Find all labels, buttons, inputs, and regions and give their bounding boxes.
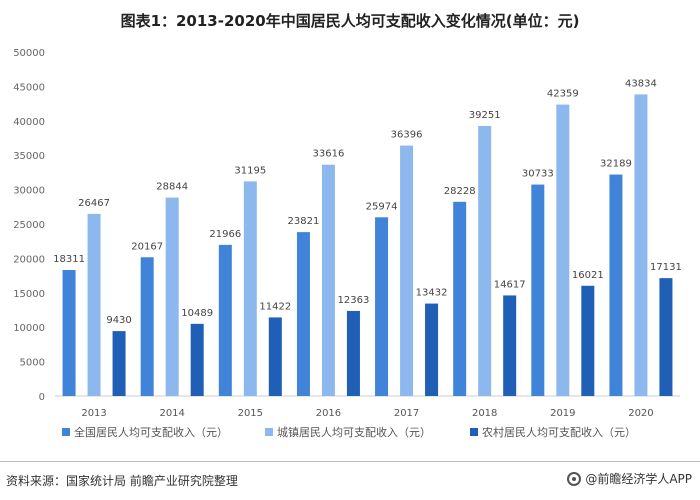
bar: [321, 164, 335, 396]
y-tick-label: 40000: [13, 117, 45, 128]
x-tick-label: 2015: [238, 408, 263, 419]
data-label: 9430: [106, 315, 131, 326]
bar: [87, 213, 101, 396]
bar: [243, 181, 257, 396]
bar: [140, 257, 154, 396]
bar: [268, 317, 282, 396]
bar: [165, 197, 179, 396]
x-tick-label: 2017: [394, 408, 419, 419]
x-tick-label: 2016: [316, 408, 341, 419]
y-axis: 0 5000 10000 15000 20000 25000 30000 35000 40000…: [13, 48, 45, 403]
y-tick-label: 5000: [20, 358, 45, 369]
bar: [478, 125, 492, 396]
x-tick-label: 2014: [159, 408, 184, 419]
y-tick-label: 45000: [13, 82, 45, 93]
data-label: 23821: [288, 216, 320, 227]
bar: [634, 94, 648, 396]
brand-label: @前瞻经济学人APP: [567, 470, 692, 487]
brand-text: @前瞻经济学人APP: [585, 472, 692, 486]
data-label: 31195: [234, 165, 266, 176]
bar: [190, 323, 204, 396]
bar: [659, 278, 673, 396]
data-label: 42359: [547, 89, 579, 100]
bar: [375, 217, 389, 396]
data-label: 11422: [259, 301, 291, 312]
footer-divider: [0, 461, 700, 462]
brand-logo-icon: [567, 471, 582, 486]
bar: [400, 145, 414, 396]
bar-chart: 0 5000 10000 15000 20000 25000 30000 35000 40000…: [13, 48, 682, 439]
data-label: 33616: [313, 149, 345, 160]
data-label: 39251: [469, 110, 501, 121]
data-label: 32189: [600, 159, 632, 170]
bar: [581, 285, 595, 396]
bar: [425, 303, 439, 396]
data-label: 16021: [572, 270, 604, 281]
data-label: 26467: [78, 198, 110, 209]
x-tick-label: 2018: [472, 408, 497, 419]
bar: [112, 331, 126, 396]
y-tick-label: 50000: [13, 48, 45, 59]
bar: [346, 310, 360, 396]
y-tick-label: 15000: [13, 289, 45, 300]
bar: [503, 295, 517, 396]
source-note: 资料来源：国家统计局 前瞻产业研究院整理: [6, 474, 238, 488]
legend-swatch: [62, 428, 70, 436]
legend: 全国居民人均可支配收入（元） 城镇居民人均可支配收入（元） 农村居民人均可支配收入（…: [62, 425, 636, 439]
data-label: 12363: [338, 295, 370, 306]
bars-group: 18311 26467 9430 20167 28844 10489 21966 31195 1…: [53, 78, 682, 397]
data-label: 13432: [416, 288, 448, 299]
data-label: 14617: [494, 279, 526, 290]
data-label: 21966: [209, 229, 241, 240]
data-label: 28844: [156, 182, 188, 193]
data-label: 30733: [522, 169, 554, 180]
x-tick-label: 2013: [81, 408, 106, 419]
data-label: 36396: [391, 130, 423, 141]
bar: [609, 174, 623, 396]
data-label: 17131: [650, 262, 682, 273]
data-label: 25974: [366, 201, 398, 212]
data-label: 28228: [444, 186, 476, 197]
data-label: 10489: [181, 308, 213, 319]
y-tick-label: 20000: [13, 254, 45, 265]
legend-swatch: [470, 428, 478, 436]
legend-label: 城镇居民人均可支配收入（元）: [277, 425, 431, 439]
x-tick-label: 2019: [550, 408, 575, 419]
legend-label: 全国居民人均可支配收入（元）: [74, 425, 228, 439]
data-label: 43834: [625, 78, 657, 89]
bar: [453, 201, 467, 396]
data-label: 20167: [131, 241, 163, 252]
bar: [556, 104, 570, 397]
y-tick-label: 35000: [13, 151, 45, 162]
y-tick-label: 30000: [13, 186, 45, 197]
legend-swatch: [265, 428, 273, 436]
chart-title: 图表1：2013-2020年中国居民人均可支配收入变化情况(单位：元): [120, 12, 580, 30]
bar: [296, 232, 310, 396]
y-tick-label: 0: [39, 392, 45, 403]
x-axis: 2013 2014 2015 2016 2017 2018 2019 2020: [81, 408, 653, 419]
legend-label: 农村居民人均可支配收入（元）: [482, 425, 636, 439]
data-label: 18311: [53, 254, 85, 265]
bar: [62, 270, 76, 396]
bar: [218, 244, 232, 396]
bar: [531, 184, 545, 396]
x-tick-label: 2020: [628, 408, 653, 419]
y-tick-label: 10000: [13, 323, 45, 334]
y-tick-label: 25000: [13, 220, 45, 231]
